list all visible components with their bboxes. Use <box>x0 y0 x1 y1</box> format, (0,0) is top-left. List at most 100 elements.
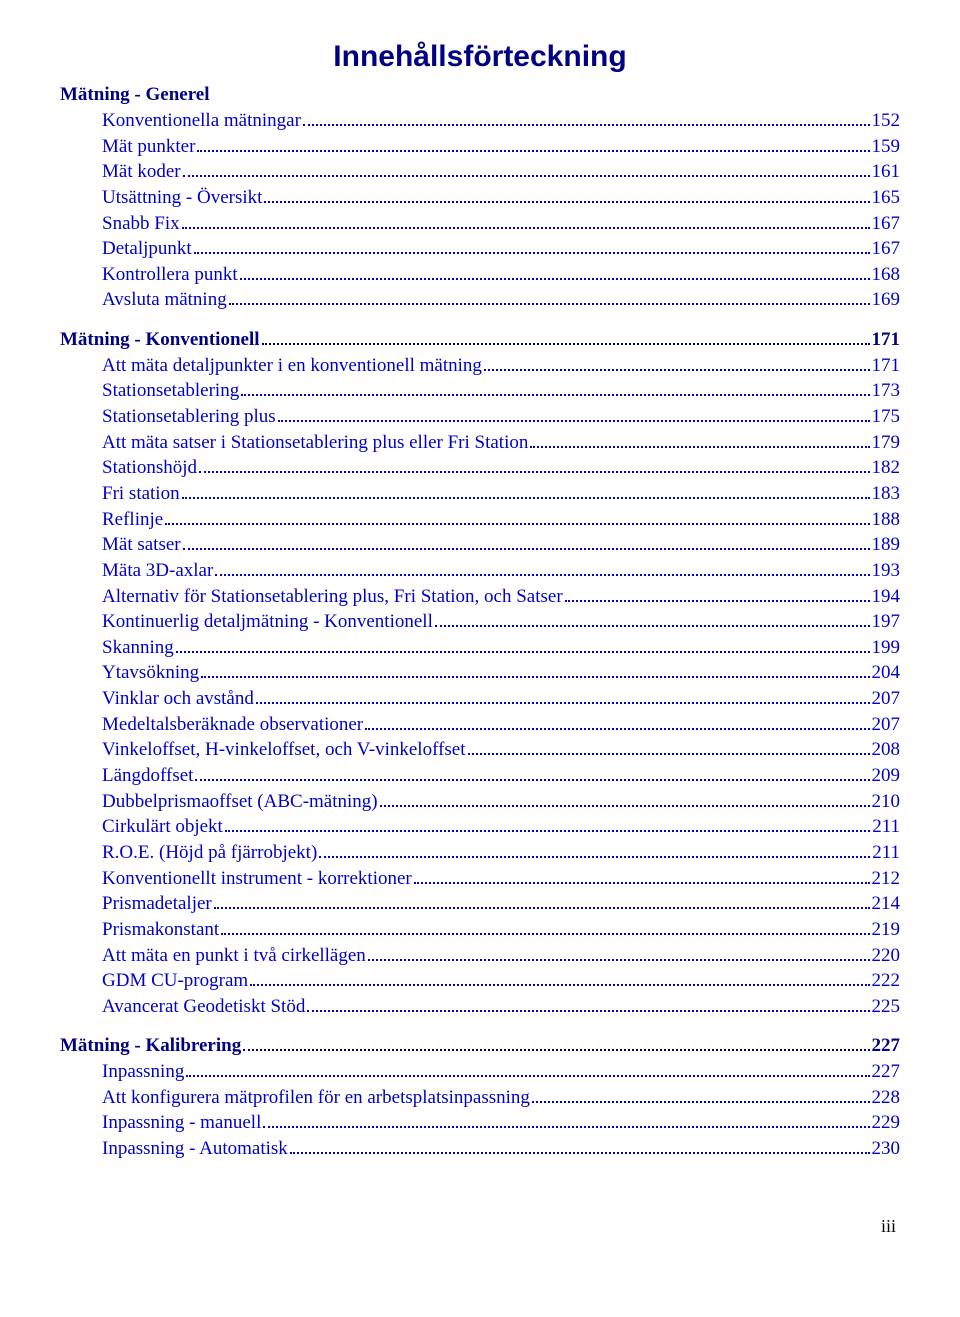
toc-entry-label: Att mäta satser i Stationsetablering plu… <box>102 430 528 456</box>
toc-leader-dots <box>240 266 870 279</box>
toc-entry-row[interactable]: Reflinje188 <box>60 507 900 533</box>
toc-entry-page: 229 <box>872 1110 901 1136</box>
toc-entry-row[interactable]: Att mäta detaljpunkter i en konventionel… <box>60 353 900 379</box>
toc-entry-row[interactable]: Cirkulärt objekt211 <box>60 814 900 840</box>
toc-entry-page: 182 <box>872 455 901 481</box>
toc-entry-label: Stationsetablering <box>102 378 239 404</box>
toc-entry-label: Snabb Fix <box>102 211 180 237</box>
toc-entry-label: Konventionellt instrument - korrektioner <box>102 866 412 892</box>
toc-entry-row[interactable]: Skanning199 <box>60 635 900 661</box>
toc-entry-row[interactable]: Mät punkter159 <box>60 134 900 160</box>
toc-entry-page: 211 <box>872 840 900 866</box>
toc-section-label: Mätning - Kalibrering <box>60 1033 241 1059</box>
toc-leader-dots <box>319 845 870 858</box>
toc-entry-row[interactable]: Att mäta en punkt i två cirkellägen 220 <box>60 943 900 969</box>
toc-entry-row[interactable]: Prismadetaljer214 <box>60 891 900 917</box>
toc-entry-row[interactable]: Kontinuerlig detaljmätning - Konventione… <box>60 609 900 635</box>
toc-entry-label: Kontrollera punkt <box>102 262 238 288</box>
toc-entry-label: Prismadetaljer <box>102 891 212 917</box>
toc-entry-row[interactable]: Stationsetablering plus175 <box>60 404 900 430</box>
toc-leader-dots <box>532 1089 870 1102</box>
toc-entry-label: Reflinje <box>102 507 163 533</box>
toc-entry-page: 230 <box>872 1136 901 1162</box>
toc-entry-row[interactable]: Alternativ för Stationsetablering plus, … <box>60 584 900 610</box>
toc-entry-page: 207 <box>872 712 901 738</box>
toc-section-label: Mätning - Konventionell <box>60 327 260 353</box>
toc-entry-row[interactable]: GDM CU-program222 <box>60 968 900 994</box>
toc-entry-row[interactable]: Stationsetablering173 <box>60 378 900 404</box>
toc-leader-dots <box>303 113 870 126</box>
toc-leader-dots <box>186 1064 869 1077</box>
toc-entry-row[interactable]: Att mäta satser i Stationsetablering plu… <box>60 430 900 456</box>
toc-entry-label: R.O.E. (Höjd på fjärrobjekt) <box>102 840 317 866</box>
toc-entry-page: 175 <box>872 404 901 430</box>
section-spacer <box>60 1019 900 1033</box>
toc-entry-label: Ytavsökning <box>102 660 199 686</box>
toc-entry-page: 219 <box>872 917 901 943</box>
toc-entry-row[interactable]: Ytavsökning204 <box>60 660 900 686</box>
page-number-footer: iii <box>60 1216 900 1237</box>
toc-entry-row[interactable]: Dubbelprismaoffset (ABC-mätning)210 <box>60 789 900 815</box>
toc-entry-page: 167 <box>872 211 901 237</box>
toc-leader-dots <box>199 460 869 473</box>
toc-entry-label: Konventionella mätningar <box>102 108 301 134</box>
toc-leader-dots <box>197 138 869 151</box>
toc-entry-row[interactable]: Längdoffset209 <box>60 763 900 789</box>
toc-leader-dots <box>468 742 870 755</box>
toc-entry-row[interactable]: Inpassning - Automatisk230 <box>60 1136 900 1162</box>
toc-leader-dots <box>225 819 870 832</box>
toc-leader-dots <box>243 1038 869 1051</box>
toc-leader-dots <box>221 921 869 934</box>
toc-entry-row[interactable]: Mät satser189 <box>60 532 900 558</box>
toc-entry-row[interactable]: Snabb Fix 167 <box>60 211 900 237</box>
toc-leader-dots <box>414 870 870 883</box>
toc-entry-page: 197 <box>872 609 901 635</box>
toc-entry-row[interactable]: Utsättning - Översikt165 <box>60 185 900 211</box>
toc-entry-row[interactable]: Vinkeloffset, H-vinkeloffset, och V-vink… <box>60 737 900 763</box>
toc-entry-page: 183 <box>872 481 901 507</box>
toc-entry-label: Mät satser <box>102 532 181 558</box>
toc-entry-page: 212 <box>872 866 901 892</box>
toc-entry-row[interactable]: Medeltalsberäknade observationer207 <box>60 712 900 738</box>
toc-entry-row[interactable]: Kontrollera punkt 168 <box>60 262 900 288</box>
toc-leader-dots <box>530 434 869 447</box>
toc-entry-label: Avsluta mätning <box>102 287 227 313</box>
toc-entry-label: Alternativ för Stationsetablering plus, … <box>102 584 563 610</box>
toc-entry-row[interactable]: Konventionellt instrument - korrektioner… <box>60 866 900 892</box>
toc-leader-dots <box>183 164 870 177</box>
toc-entry-row[interactable]: Inpassning227 <box>60 1059 900 1085</box>
toc-entry-label: Vinkeloffset, H-vinkeloffset, och V-vink… <box>102 737 466 763</box>
toc-leader-dots <box>183 537 870 550</box>
toc-leader-dots <box>368 947 870 960</box>
toc-entry-row[interactable]: Mäta 3D-axlar193 <box>60 558 900 584</box>
toc-page: Innehållsförteckning Mätning - GenerelKo… <box>0 0 960 1267</box>
toc-entry-row[interactable]: Inpassning - manuell229 <box>60 1110 900 1136</box>
toc-leader-dots <box>290 1141 870 1154</box>
toc-section-row[interactable]: Mätning - Kalibrering227 <box>60 1033 900 1059</box>
toc-entry-row[interactable]: Att konfigurera mätprofilen för en arbet… <box>60 1085 900 1111</box>
toc-entry-row[interactable]: Prismakonstant219 <box>60 917 900 943</box>
toc-entry-page: 169 <box>872 287 901 313</box>
toc-entry-page: 152 <box>872 108 901 134</box>
toc-entry-page: 220 <box>872 943 901 969</box>
toc-entry-row[interactable]: Fri station183 <box>60 481 900 507</box>
toc-entry-page: 210 <box>872 789 901 815</box>
toc-section-page: 171 <box>872 327 901 353</box>
toc-leader-dots <box>241 383 869 396</box>
toc-section-row[interactable]: Mätning - Konventionell 171 <box>60 327 900 353</box>
toc-leader-dots <box>214 896 870 909</box>
toc-entry-row[interactable]: Detaljpunkt167 <box>60 236 900 262</box>
toc-entry-label: Att mäta en punkt i två cirkellägen <box>102 943 366 969</box>
toc-entry-page: 168 <box>872 262 901 288</box>
toc-entry-row[interactable]: Avsluta mätning 169 <box>60 287 900 313</box>
toc-leader-dots <box>278 409 870 422</box>
toc-entry-page: 199 <box>872 635 901 661</box>
toc-entry-row[interactable]: Stationshöjd182 <box>60 455 900 481</box>
toc-entry-row[interactable]: Mät koder161 <box>60 159 900 185</box>
toc-entry-page: 179 <box>872 430 901 456</box>
toc-entry-row[interactable]: Vinklar och avstånd207 <box>60 686 900 712</box>
toc-entry-label: Avancerat Geodetiskt Stöd <box>102 994 305 1020</box>
toc-entry-row[interactable]: Konventionella mätningar 152 <box>60 108 900 134</box>
toc-entry-row[interactable]: R.O.E. (Höjd på fjärrobjekt) 211 <box>60 840 900 866</box>
toc-entry-row[interactable]: Avancerat Geodetiskt Stöd225 <box>60 994 900 1020</box>
